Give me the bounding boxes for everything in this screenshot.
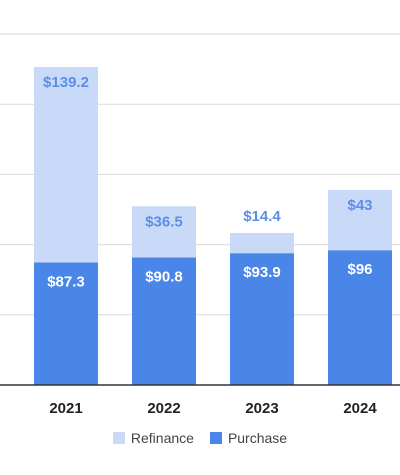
data-label-refinance: $14.4 <box>243 208 281 225</box>
bar-refinance <box>132 206 196 258</box>
data-label-purchase: $93.9 <box>243 264 281 281</box>
purchase-swatch <box>209 432 222 444</box>
x-tick-label: 2023 <box>245 400 278 417</box>
legend-label-refinance: Refinance <box>130 430 194 446</box>
bar-refinance <box>230 232 294 254</box>
bar-purchase <box>230 253 294 385</box>
legend-item-refinance: Refinance <box>112 430 194 446</box>
x-tick-label: 2022 <box>147 400 180 417</box>
x-tick-label: 2024 <box>343 400 377 417</box>
bar-purchase <box>132 257 196 385</box>
data-label-purchase: $96 <box>347 261 372 278</box>
bar-purchase <box>34 262 98 385</box>
bar-refinance <box>328 189 392 251</box>
legend: Refinance Purchase <box>0 430 400 446</box>
bar-refinance <box>34 67 98 263</box>
data-label-refinance: $43 <box>347 197 372 214</box>
legend-item-purchase: Purchase <box>209 430 288 446</box>
data-label-purchase: $87.3 <box>47 273 85 290</box>
data-label-purchase: $90.8 <box>145 269 183 286</box>
bar-purchase <box>328 250 392 385</box>
legend-label-purchase: Purchase <box>227 430 288 446</box>
x-tick-label: 2021 <box>49 400 82 417</box>
bar-chart: 2.99.62020$87.3$139.22021$90.8$36.52022$… <box>0 33 400 417</box>
data-label-refinance: $36.5 <box>145 213 183 230</box>
refinance-swatch <box>112 432 125 444</box>
data-label-refinance: $139.2 <box>43 74 89 91</box>
